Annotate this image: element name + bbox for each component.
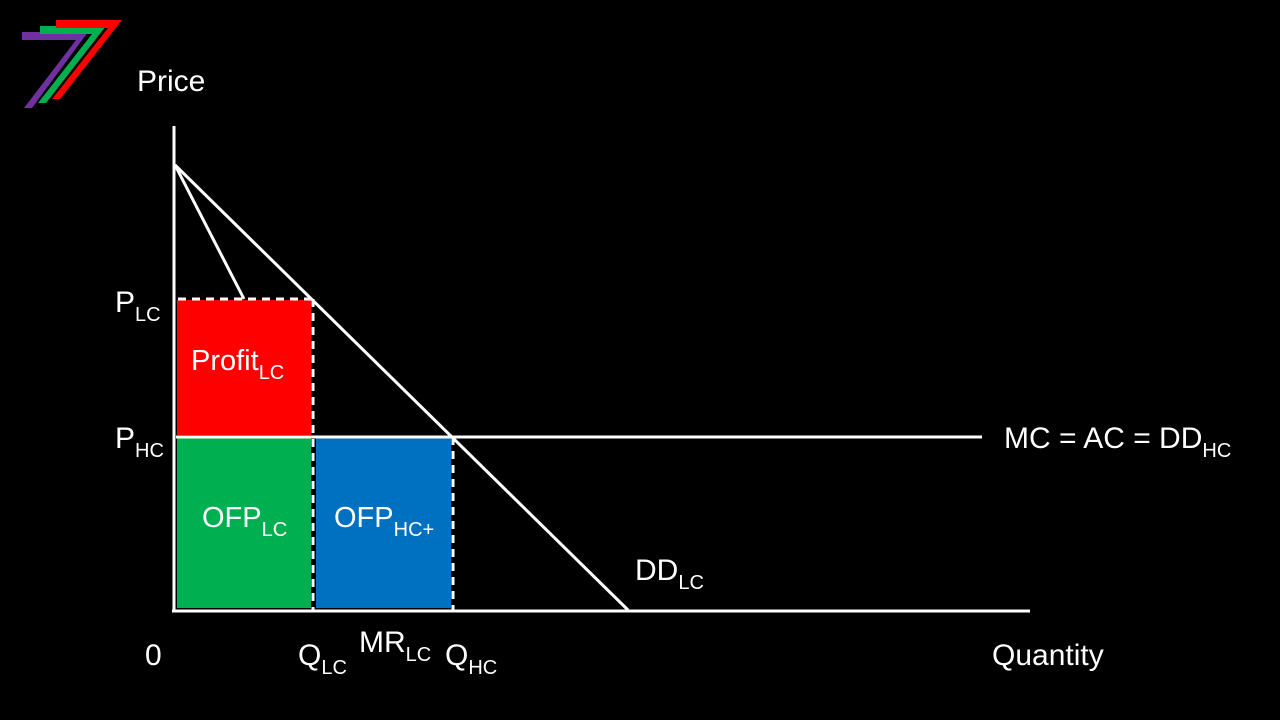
profit-area-label-sub: LC — [258, 362, 285, 384]
logo-stripe-green — [38, 26, 106, 103]
demand-lc-label-sub: LC — [678, 572, 704, 594]
mc-ac-dd-label: MC = AC = DDHC — [1004, 422, 1231, 462]
ofp-hc-area-label-main: OFP — [334, 502, 394, 534]
profit-area — [177, 300, 311, 435]
mr-lc-label-sub: LC — [405, 644, 432, 666]
profit-area-label: ProfitLC — [191, 345, 284, 384]
logo-stripe-red — [52, 20, 122, 99]
price-label-lc-sub: LC — [135, 304, 161, 326]
ofp-lc-area-label: OFPLC — [202, 502, 287, 541]
quantity-label-hc-sub: HC — [468, 657, 498, 679]
mc-ac-dd-label-sub: HC — [1202, 440, 1232, 462]
ofp-lc-area-label-sub: LC — [261, 519, 288, 541]
ofp-hc-area-label: OFPHC+ — [334, 502, 434, 541]
mc-ac-dd-label-main: MC = AC = DD — [1004, 422, 1203, 455]
x-axis-label: Quantity — [992, 639, 1104, 672]
y-axis-label: Price — [137, 65, 206, 98]
price-label-hc: PHC — [115, 422, 164, 462]
price-label-hc-sub: HC — [135, 440, 164, 462]
mr-lc-label-main: MR — [359, 626, 406, 659]
demand-lc-label: DDLC — [635, 554, 704, 594]
logo-icon — [22, 20, 122, 108]
price-label-lc-main: P — [115, 286, 136, 319]
profit-area-label-main: Profit — [191, 345, 259, 377]
origin-label: 0 — [145, 639, 162, 672]
quantity-label-hc: QHC — [445, 639, 497, 679]
price-label-lc: PLC — [115, 286, 161, 326]
ofp-lc-area-label-main: OFP — [202, 502, 262, 534]
demand-curve-lc — [173, 163, 630, 612]
ofp-hc-area-label-sub: HC+ — [393, 519, 435, 541]
price-label-hc-main: P — [115, 422, 136, 455]
quantity-label-lc: QLC — [298, 639, 347, 679]
demand-lc-label-main: DD — [635, 554, 679, 587]
quantity-label-hc-main: Q — [445, 639, 469, 672]
quantity-label-lc-sub: LC — [321, 657, 347, 679]
quantity-label-lc-main: Q — [298, 639, 322, 672]
logo-stripe-purple — [22, 32, 88, 108]
mr-lc-label: MRLC — [359, 626, 431, 666]
ofp-hc-area — [316, 437, 451, 608]
ofp-lc-area — [177, 437, 311, 608]
mr-curve-lc — [173, 164, 246, 300]
